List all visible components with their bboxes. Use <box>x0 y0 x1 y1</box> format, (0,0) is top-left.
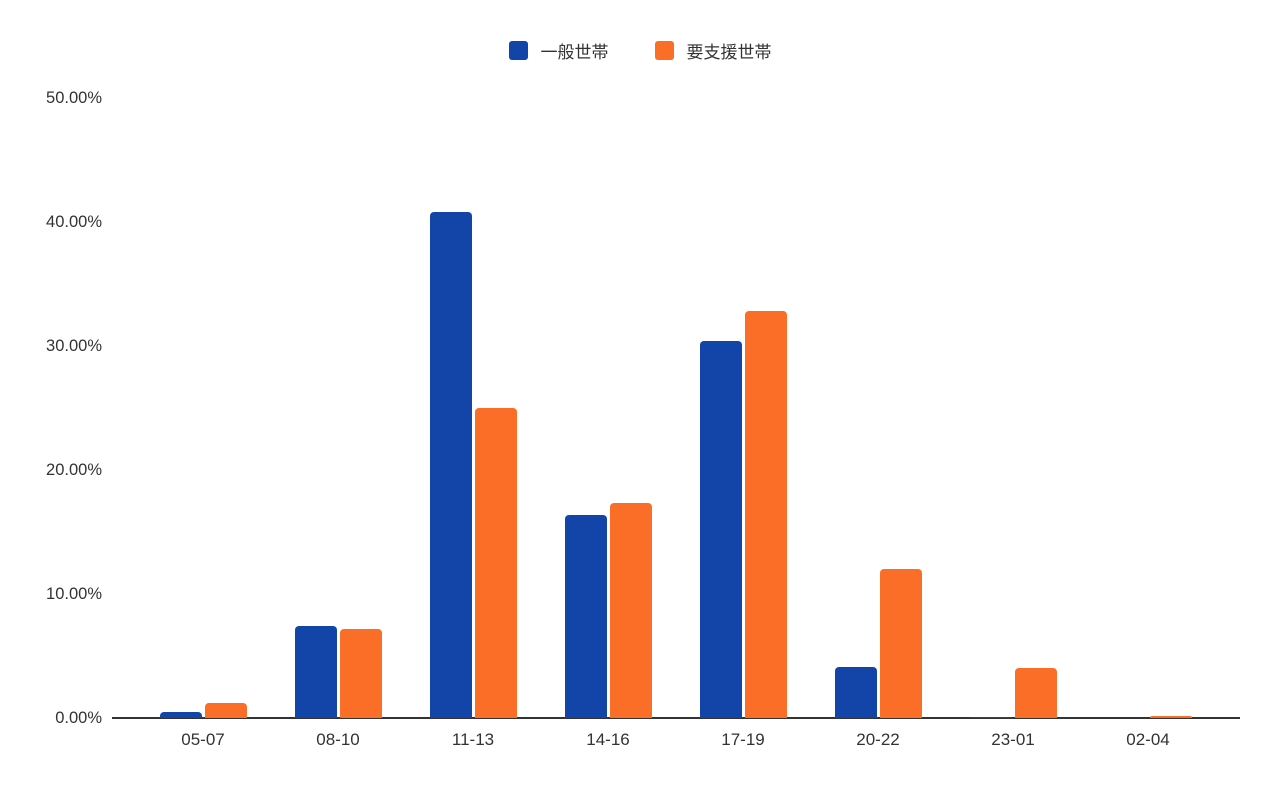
y-axis-tick-label: 0.00% <box>55 709 102 727</box>
bar-group <box>294 98 382 718</box>
bar-support-17-19 <box>744 311 787 718</box>
x-axis-tick-label: 05-07 <box>181 730 225 749</box>
bar-support-14-16 <box>609 503 652 718</box>
bar-group <box>1105 98 1192 718</box>
x-axis-tick-label: 23-01 <box>991 730 1035 749</box>
bar-group <box>564 98 652 718</box>
y-axis-tick-label: 50.00% <box>46 89 102 107</box>
y-axis-tick-label: 40.00% <box>46 213 102 231</box>
bar-general-11-13 <box>429 212 472 718</box>
bar-group <box>429 98 517 718</box>
y-axis-tick-label: 10.00% <box>46 585 102 603</box>
x-axis-tick-label: 17-19 <box>721 730 765 749</box>
y-axis-tick-label: 30.00% <box>46 337 102 355</box>
legend-label: 一般世帯 <box>540 43 609 62</box>
bar-support-23-01 <box>1014 668 1057 718</box>
x-axis-line <box>112 717 1240 719</box>
bar-group <box>969 98 1057 718</box>
bar-group <box>159 98 247 718</box>
bar-support-08-10 <box>339 629 382 718</box>
bar-support-05-07 <box>204 703 247 718</box>
legend-item-support[interactable]: 要支援世帯 <box>654 38 772 63</box>
bar-group <box>834 98 922 718</box>
y-axis-tick-label: 20.00% <box>46 461 102 479</box>
bar-support-11-13 <box>474 408 517 718</box>
x-axis-tick-label: 08-10 <box>316 730 360 749</box>
bar-general-05-07 <box>159 712 202 718</box>
legend-swatch-icon <box>508 41 528 60</box>
x-axis-tick-label: 14-16 <box>586 730 630 749</box>
legend-item-general[interactable]: 一般世帯 <box>508 38 609 63</box>
legend-swatch-icon <box>654 41 674 60</box>
bar-group <box>699 98 787 718</box>
bar-general-20-22 <box>834 667 877 718</box>
bar-general-17-19 <box>699 341 742 718</box>
bar-general-14-16 <box>564 515 607 718</box>
bar-general-08-10 <box>294 626 337 718</box>
x-axis-tick-label: 02-04 <box>1126 730 1170 749</box>
legend: 一般世帯 要支援世帯 <box>0 38 1280 63</box>
x-axis-tick-label: 11-13 <box>451 730 495 749</box>
x-axis-tick-label: 20-22 <box>856 730 900 749</box>
bar-general-23-01 <box>969 717 1012 718</box>
bar-support-02-04 <box>1149 716 1192 718</box>
bar-support-20-22 <box>879 569 922 718</box>
legend-label: 要支援世帯 <box>686 43 772 62</box>
